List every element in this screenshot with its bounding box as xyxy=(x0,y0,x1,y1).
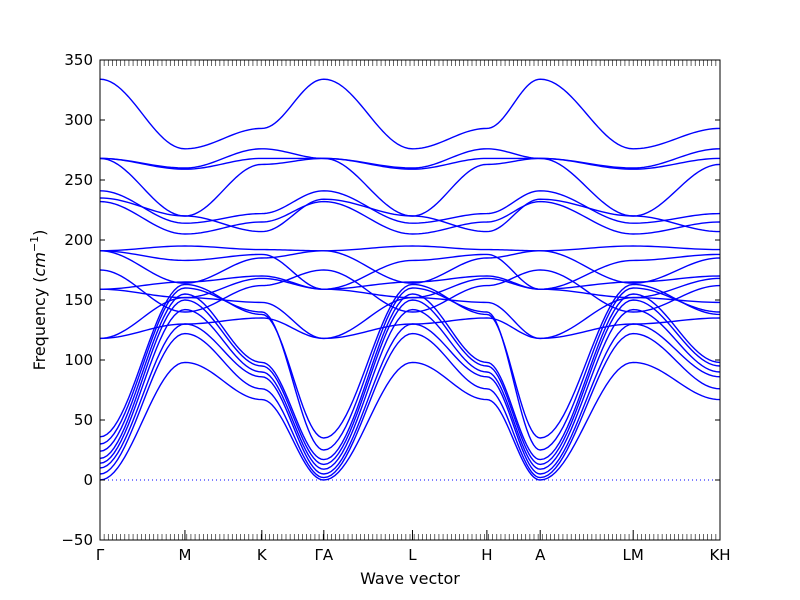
y-tick-label: −50 xyxy=(61,531,93,549)
x-tick-label: LM xyxy=(623,546,644,564)
y-tick-label: 300 xyxy=(64,111,93,129)
band-line-2 xyxy=(100,323,720,475)
band-line-18 xyxy=(100,190,720,224)
band-lines xyxy=(100,78,720,481)
y-axis-label-unit: cm xyxy=(30,252,49,276)
band-line-8 xyxy=(100,317,720,340)
x-tick-label: M xyxy=(178,546,191,564)
band-line-16 xyxy=(100,200,720,235)
x-tick-label: Γ xyxy=(96,546,105,564)
y-tick-label: 100 xyxy=(64,351,93,369)
band-line-0 xyxy=(100,361,720,481)
band-line-6 xyxy=(100,287,720,451)
y-axis-label: Frequency (cm−1) xyxy=(28,230,49,371)
band-line-21 xyxy=(100,148,720,169)
band-line-9 xyxy=(100,296,720,340)
band-line-4 xyxy=(100,299,720,466)
band-line-7 xyxy=(100,283,720,439)
band-line-20 xyxy=(100,157,720,170)
y-tick-label: 350 xyxy=(64,51,93,69)
x-tick-label: L xyxy=(408,546,417,564)
band-line-13 xyxy=(100,250,720,290)
x-tick-label: ΓA xyxy=(315,546,334,564)
y-tick-label: 200 xyxy=(64,231,93,249)
band-line-3 xyxy=(100,308,720,470)
band-line-14 xyxy=(100,245,720,252)
band-line-5 xyxy=(100,293,720,461)
band-line-22 xyxy=(100,78,720,150)
x-tick-label: A xyxy=(535,546,546,564)
band-line-11 xyxy=(100,275,720,290)
y-axis-label-exponent: −1 xyxy=(28,236,41,252)
tick-labels: −50 0 50 100 150 200 250 300 350 Γ M K ΓA L H A LM KH xyxy=(61,51,730,564)
y-tick-label: 150 xyxy=(64,291,93,309)
band-line-19 xyxy=(100,157,720,217)
band-line-12 xyxy=(100,269,720,313)
axis-ticks xyxy=(99,59,721,541)
y-tick-label: 0 xyxy=(83,471,93,489)
band-line-10 xyxy=(100,277,720,299)
x-tick-label: H xyxy=(481,546,492,564)
x-tick-label: KH xyxy=(709,546,730,564)
band-line-15 xyxy=(100,250,720,284)
band-line-1 xyxy=(100,332,720,479)
x-tick-label: K xyxy=(257,546,268,564)
x-axis-label: Wave vector xyxy=(360,569,460,588)
y-axis-label-text: Frequency xyxy=(30,288,49,371)
y-tick-label: 250 xyxy=(64,171,93,189)
y-tick-label: 50 xyxy=(74,411,93,429)
